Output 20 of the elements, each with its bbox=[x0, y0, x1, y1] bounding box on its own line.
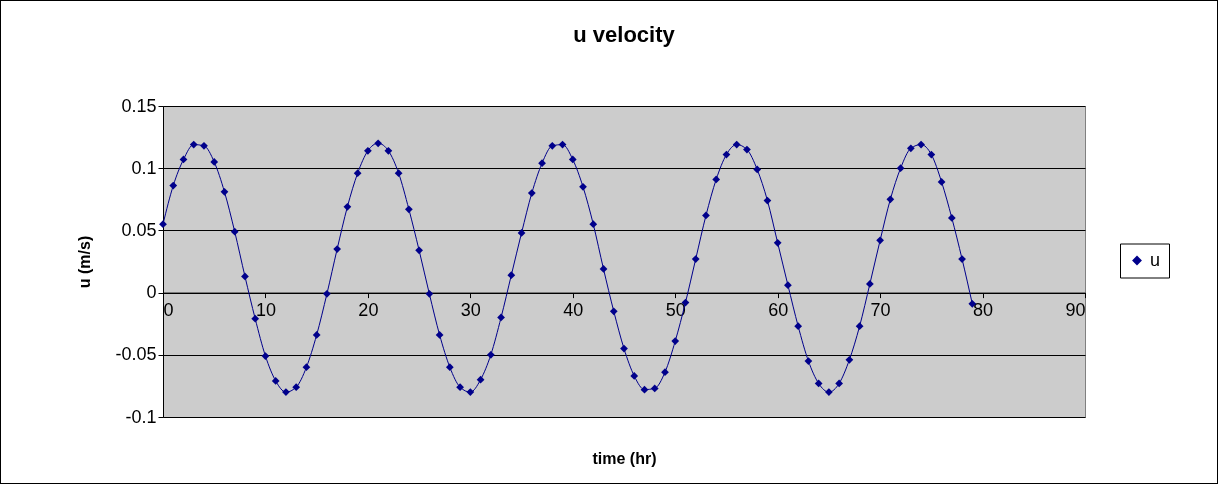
y-axis-title: u (m/s) bbox=[76, 235, 94, 289]
x-tick-label: 0 bbox=[163, 300, 174, 321]
x-tick-label: 70 bbox=[870, 300, 891, 321]
x-tick-label: 20 bbox=[358, 300, 379, 321]
y-tick-label: 0.15 bbox=[121, 95, 157, 116]
y-tick-label: -0.05 bbox=[115, 344, 157, 365]
y-tick-label: 0 bbox=[146, 282, 157, 303]
x-tick-label: 80 bbox=[973, 300, 994, 321]
x-tick-label: 10 bbox=[255, 300, 276, 321]
chart-title: u velocity bbox=[573, 22, 676, 47]
y-tick-label: 0.05 bbox=[121, 219, 157, 240]
y-tick-label: 0.1 bbox=[131, 157, 157, 178]
x-tick-label: 90 bbox=[1065, 300, 1086, 321]
y-tick-label: -0.1 bbox=[125, 406, 157, 427]
x-tick-label: 50 bbox=[665, 300, 686, 321]
x-tick-label: 30 bbox=[460, 300, 481, 321]
legend-label: u bbox=[1150, 249, 1161, 270]
x-axis-title: time (hr) bbox=[592, 449, 657, 467]
x-tick-label: 40 bbox=[563, 300, 584, 321]
x-tick-label: 60 bbox=[768, 300, 789, 321]
